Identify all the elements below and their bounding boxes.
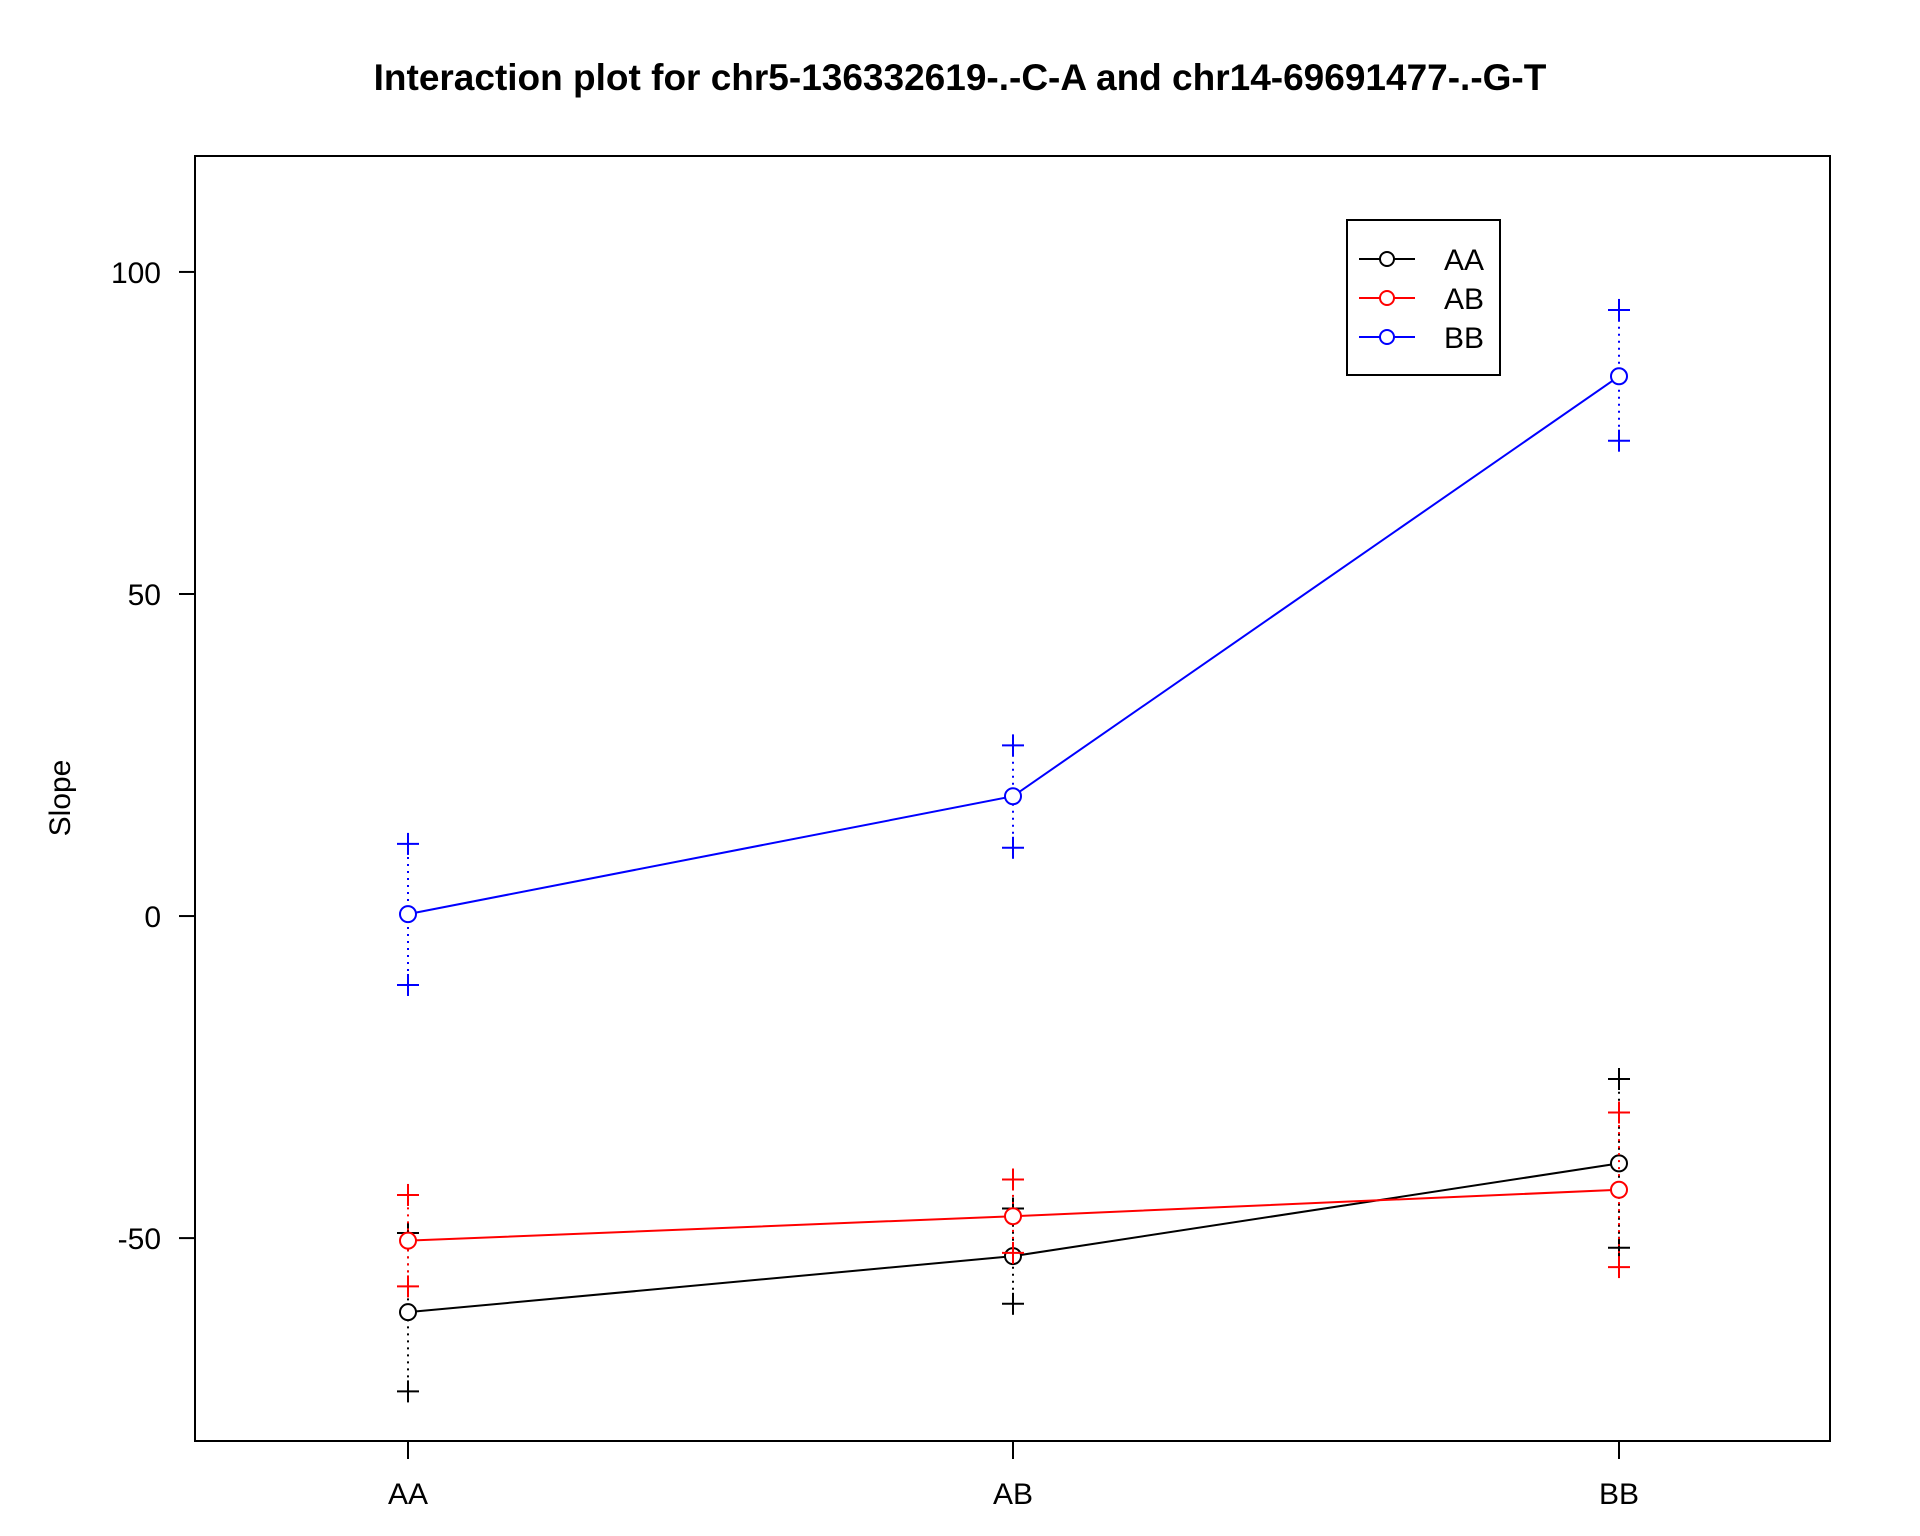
lower-bound-marker	[1608, 429, 1630, 452]
lower-bound-marker	[1608, 1256, 1630, 1279]
upper-bound-marker	[1608, 298, 1630, 321]
upper-bound-marker	[1608, 1101, 1630, 1124]
data-point	[1004, 1207, 1022, 1226]
x-axis: AA AB BB	[388, 1440, 1639, 1511]
lower-bound-marker	[397, 1275, 419, 1298]
upper-bound-marker	[1608, 1068, 1630, 1091]
data-point	[1610, 367, 1628, 386]
lower-bound-marker	[1002, 1292, 1024, 1315]
lower-bound-marker	[1002, 836, 1024, 859]
legend-label: BB	[1444, 322, 1484, 355]
x-tick-label: AA	[388, 1478, 428, 1511]
y-axis: -50 0 50 100	[111, 257, 196, 1256]
legend-item-bb: BB	[1359, 322, 1484, 355]
legend-item-aa: AA	[1359, 244, 1484, 277]
series-layer	[397, 298, 1630, 1403]
legend-swatch-point	[1379, 329, 1395, 345]
y-tick-label: 0	[144, 901, 161, 934]
x-tick-label: BB	[1599, 1478, 1639, 1511]
legend-label: AB	[1444, 283, 1484, 316]
series-bb	[397, 298, 1630, 996]
data-point	[1610, 1154, 1628, 1173]
series-ab	[397, 1101, 1630, 1298]
upper-bound-marker	[1002, 1168, 1024, 1191]
series-aa	[397, 1068, 1630, 1403]
data-point	[399, 1303, 417, 1322]
legend-label: AA	[1444, 244, 1484, 277]
data-point	[1610, 1180, 1628, 1199]
lower-bound-marker	[1608, 1236, 1630, 1259]
lower-bound-marker	[1002, 1241, 1024, 1264]
y-tick-label: 50	[128, 579, 161, 612]
lower-bound-marker	[397, 1380, 419, 1403]
legend-swatch-point	[1379, 290, 1395, 306]
upper-bound-marker	[397, 1183, 419, 1206]
x-tick-label: AB	[993, 1478, 1033, 1511]
data-point	[399, 1231, 417, 1250]
lower-bound-marker	[397, 973, 419, 996]
y-tick-label: -50	[118, 1223, 161, 1256]
data-point	[399, 905, 417, 924]
legend-swatch-point	[1379, 251, 1395, 267]
y-tick-label: 100	[111, 257, 161, 290]
upper-bound-marker	[1002, 734, 1024, 757]
upper-bound-marker	[397, 832, 419, 855]
y-axis-label: Slope	[44, 760, 77, 837]
data-point	[1004, 787, 1022, 806]
legend-item-ab: AB	[1359, 283, 1484, 316]
legend: AA AB BB	[1346, 219, 1501, 376]
chart-title: Interaction plot for chr5-136332619-.-C-…	[374, 57, 1547, 98]
